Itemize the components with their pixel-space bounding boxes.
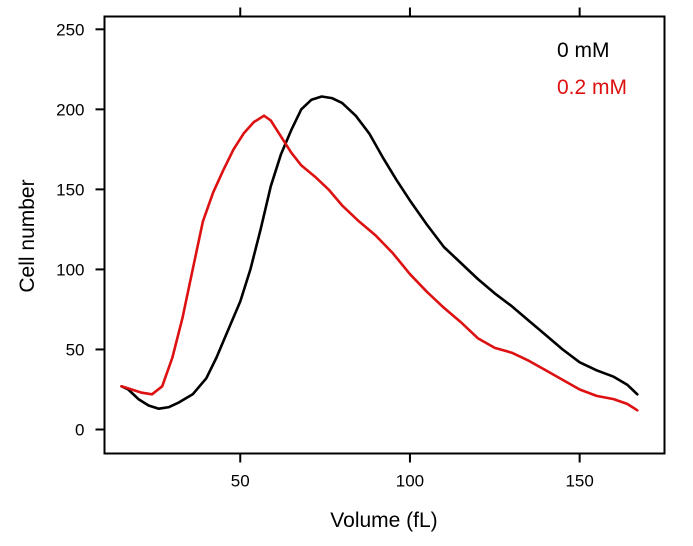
- series-line-1: [120, 95, 639, 410]
- y-tick-label: 100: [56, 260, 84, 279]
- plot-frame: [103, 15, 666, 455]
- y-tick-label: 200: [56, 100, 84, 119]
- y-axis-title: Cell number: [16, 179, 39, 292]
- series-layer: [120, 95, 639, 412]
- x-axis-title: Volume (fL): [330, 509, 437, 532]
- legend-entry-1: 0 mM: [557, 39, 610, 62]
- x-tick-label: 50: [231, 472, 250, 491]
- x-tick-label: 100: [396, 472, 424, 491]
- legend: 0 mM 0.2 mM: [557, 39, 627, 99]
- y-tick-label: 50: [66, 340, 85, 359]
- y-tick-label: 150: [56, 180, 84, 199]
- legend-entry-2: 0.2 mM: [557, 76, 627, 99]
- y-tick-label: 250: [56, 20, 84, 39]
- x-tick-label: 150: [565, 472, 593, 491]
- y-axis: 0 50 100 150 200 250: [56, 20, 105, 439]
- y-tick-label: 0: [75, 420, 84, 439]
- top-axis-ticks: [239, 7, 581, 17]
- x-axis: 50 100 150: [231, 453, 594, 491]
- series-line-2: [120, 114, 639, 412]
